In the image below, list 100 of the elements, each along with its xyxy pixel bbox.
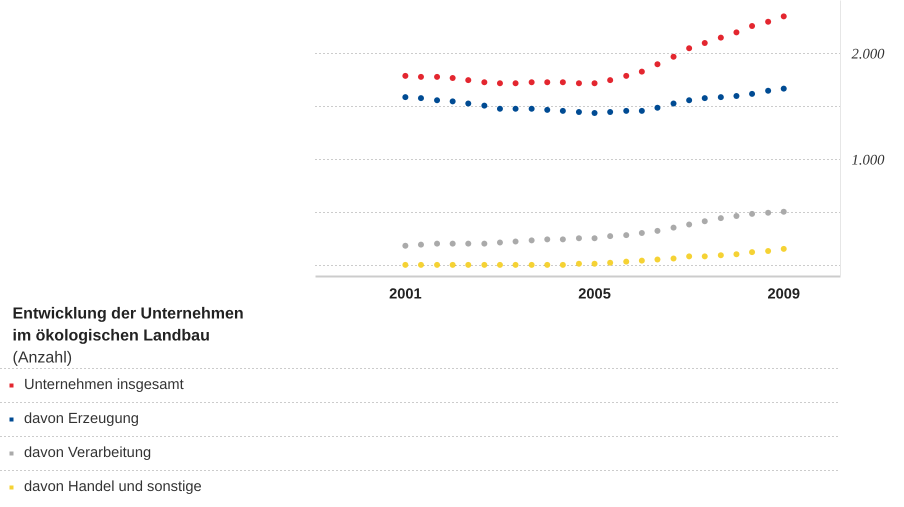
point bbox=[434, 240, 440, 247]
point bbox=[623, 232, 630, 238]
point bbox=[544, 236, 550, 242]
point bbox=[718, 252, 724, 258]
point bbox=[749, 210, 756, 217]
point bbox=[402, 242, 408, 249]
point bbox=[560, 262, 566, 268]
point bbox=[481, 102, 488, 109]
point bbox=[607, 260, 614, 266]
point bbox=[496, 240, 503, 246]
point bbox=[733, 251, 740, 258]
point bbox=[465, 240, 472, 247]
point bbox=[670, 54, 677, 60]
point bbox=[686, 253, 692, 260]
point bbox=[481, 262, 488, 268]
point bbox=[402, 72, 408, 79]
point bbox=[765, 210, 772, 216]
point bbox=[718, 34, 724, 41]
legend-label: davon Erzeugung bbox=[24, 410, 139, 429]
point bbox=[749, 249, 756, 256]
point bbox=[702, 40, 708, 46]
point bbox=[780, 13, 787, 20]
point bbox=[670, 255, 677, 262]
point bbox=[560, 236, 566, 242]
point bbox=[544, 79, 550, 86]
point bbox=[512, 262, 519, 268]
legend-label: davon Verarbeitung bbox=[24, 444, 152, 463]
point bbox=[765, 18, 772, 25]
point bbox=[733, 93, 740, 100]
x-tick-label: 2005 bbox=[578, 286, 611, 302]
point bbox=[780, 208, 787, 215]
point bbox=[607, 77, 614, 84]
x-tick-label: 2001 bbox=[389, 286, 422, 302]
point bbox=[418, 74, 424, 80]
point bbox=[718, 215, 724, 222]
point bbox=[638, 68, 645, 75]
point bbox=[686, 221, 692, 228]
y-tick-label: 1.000 bbox=[852, 152, 886, 169]
point bbox=[654, 104, 660, 111]
point bbox=[402, 262, 408, 268]
point bbox=[496, 262, 503, 268]
text: (Anzahl) bbox=[12, 350, 72, 366]
point bbox=[418, 95, 424, 102]
point bbox=[528, 262, 535, 268]
point bbox=[670, 100, 677, 106]
point bbox=[402, 94, 408, 100]
x-tick-label: 2009 bbox=[767, 286, 800, 302]
point bbox=[592, 110, 598, 116]
point bbox=[528, 237, 535, 244]
point bbox=[638, 108, 645, 114]
point bbox=[686, 97, 692, 104]
point bbox=[765, 248, 772, 254]
point bbox=[450, 75, 456, 81]
legend-label: Unternehmen insgesamt bbox=[24, 376, 184, 395]
point bbox=[418, 242, 424, 248]
point bbox=[749, 22, 756, 29]
point bbox=[780, 246, 787, 252]
point bbox=[592, 260, 598, 267]
point bbox=[465, 77, 472, 84]
point bbox=[765, 88, 772, 94]
point bbox=[560, 108, 566, 114]
point bbox=[654, 228, 660, 234]
point bbox=[496, 80, 503, 86]
point bbox=[481, 79, 488, 86]
point bbox=[749, 90, 756, 97]
text: Entwicklung der Unternehmen im ökologischen Landbau bbox=[12, 306, 244, 344]
point bbox=[654, 61, 660, 68]
point bbox=[576, 80, 582, 86]
point bbox=[528, 106, 535, 112]
point bbox=[654, 256, 660, 263]
point bbox=[733, 213, 740, 219]
point bbox=[481, 240, 488, 247]
point bbox=[512, 106, 519, 112]
point bbox=[733, 29, 740, 36]
point bbox=[512, 80, 519, 86]
point bbox=[434, 74, 440, 80]
point bbox=[702, 253, 708, 260]
point bbox=[686, 45, 692, 52]
point bbox=[702, 95, 708, 102]
point bbox=[465, 262, 472, 268]
point bbox=[450, 98, 456, 104]
point bbox=[670, 224, 677, 231]
point bbox=[496, 106, 503, 112]
point bbox=[638, 258, 645, 264]
point bbox=[544, 106, 550, 113]
point bbox=[544, 262, 550, 268]
point bbox=[607, 233, 614, 240]
point bbox=[607, 108, 614, 115]
legend-label: davon Handel und sonstige bbox=[24, 478, 202, 497]
point bbox=[512, 238, 519, 244]
point bbox=[418, 262, 424, 268]
point bbox=[623, 72, 630, 79]
point bbox=[450, 262, 456, 268]
y-tick-label: 2.000 bbox=[852, 46, 886, 63]
point bbox=[592, 80, 598, 86]
point bbox=[576, 108, 582, 115]
point bbox=[528, 79, 535, 86]
point bbox=[450, 240, 456, 247]
point bbox=[780, 86, 787, 92]
point bbox=[702, 218, 708, 224]
